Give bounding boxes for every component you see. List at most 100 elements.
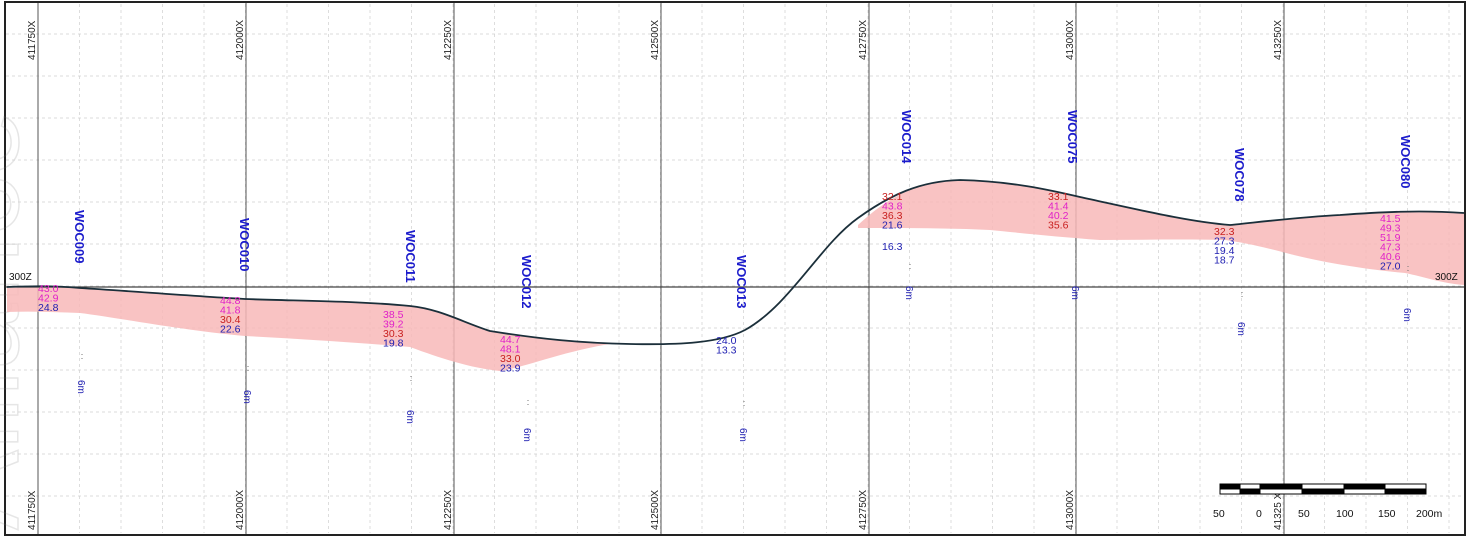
watermark-text: Alliance [0,110,44,530]
drill-hole-woc013: WOC013 24.013.3 6m [716,255,749,442]
drill-hole-woc009: WOC009 43.042.924.8 6m [38,210,87,394]
bottom-grid-label: 412000X [235,490,246,530]
assay-value: 40.6 [1380,251,1401,263]
top-grid-label: 413250X [1273,20,1284,60]
elevation-label-right: 300Z [1435,272,1458,283]
ore-zone [7,180,1464,371]
assay-value: 51.9 [1380,232,1401,244]
hole-id-label: WOC010 [237,218,252,271]
bottom-grid-labels: 411750X 412000X 412250X 412500X 412750X 41300… [27,490,1284,530]
scale-bar-segment-bottom [1219,488,1241,495]
assay-value: 30.3 [383,328,404,340]
hole-depth-label: 6m [241,390,252,404]
bottom-grid-label: 412750X [858,490,869,530]
hole-depth-label: 6m [404,410,415,424]
topography-profile [6,179,1465,346]
hole-depth-label: 6m [1235,322,1246,336]
assay-value: 32.1 [882,191,903,203]
figure-border [4,1,1466,536]
top-grid-label: 412000X [235,20,246,60]
assay-value: 23.9 [500,363,521,375]
assay-value: 38.5 [383,309,404,321]
assay-value: 43.0 [38,283,59,295]
minor-grid [6,4,1464,533]
assay-value: 22.6 [220,324,241,336]
scale-bar-label: 200m [1416,508,1443,520]
hole-id-label: WOC013 [734,255,749,308]
elevation-label-left: 300Z [9,272,32,283]
assay-value: 48.1 [500,344,521,356]
assay-value: 47.3 [1380,242,1401,254]
assay-value: 41.8 [220,305,241,317]
assay-value: 16.3 [882,241,903,253]
drill-hole-woc075: WOC075 33.141.440.235.6 6m [1048,110,1080,300]
bottom-grid-label: 413000X [1065,490,1076,530]
scale-bar-segment-bottom [1301,488,1345,495]
bottom-grid-label: 41325 X [1273,492,1284,530]
hole-id-label: WOC014 [899,110,914,164]
hole-id-label: WOC011 [403,230,418,283]
assay-value: 21.6 [882,220,903,232]
hole-depth-label: 6m [521,428,532,442]
hole-depth-label: 6m [1069,286,1080,300]
assay-value: 24.8 [38,302,59,314]
scale-bar-label: 50 [1213,508,1225,520]
top-grid-label: 411750X [27,20,38,60]
assay-value: 33.1 [1048,191,1069,203]
assay-value: 33.0 [500,353,521,365]
assay-value: 39.2 [383,319,404,331]
hole-depth-label: 6m [1401,308,1412,322]
assay-value: 41.5 [1380,213,1401,225]
scale-bar: 50 0 50 100 150 200m [1213,483,1443,520]
assay-value: 41.4 [1048,201,1069,213]
bottom-grid-label: 412250X [443,490,454,530]
scale-bar-segment-bottom [1259,488,1303,495]
drill-hole-woc011: WOC011 38.539.230.319.8 6m [383,230,418,424]
hole-id-label: WOC080 [1398,135,1413,188]
scale-bar-segment-top [1259,483,1303,490]
top-grid-label: 413000X [1065,20,1076,60]
top-grid-label: 412750X [858,20,869,60]
top-grid-label: 412500X [650,20,661,60]
drill-hole-woc010: WOC010 44.841.830.422.6 6m [220,218,252,404]
assay-value: 44.7 [500,334,521,346]
scale-bar-segment-top [1239,483,1261,490]
bottom-grid-label: 411750X [27,490,38,530]
scale-bar-label: 50 [1298,508,1310,520]
scale-bar-segment-top [1343,483,1386,490]
hole-id-label: WOC009 [72,210,87,263]
assay-value: 36.3 [882,210,903,222]
hole-id-label: WOC075 [1065,110,1080,163]
scale-bar-label: 100 [1336,508,1354,520]
assay-value: 27.3 [1214,236,1235,248]
drill-hole-woc012: WOC012 44.748.133.023.9 6m [500,255,534,442]
scale-bar-segment-top [1384,483,1427,490]
hole-id-label: WOC012 [519,255,534,308]
scale-bar-segment-bottom [1384,488,1427,495]
assay-value: 44.8 [220,295,241,307]
scale-bar-label: 0 [1256,508,1262,520]
top-grid-labels: 411750X 412000X 412250X 412500X 412750X 41300… [27,20,1284,60]
top-grid-label: 412250X [443,20,454,60]
scale-bar-segment-bottom [1239,488,1261,495]
hole-depth-label: 6m [903,286,914,300]
assay-value: 24.0 [716,335,737,347]
bottom-grid-label: 412500X [650,490,661,530]
scale-bar-segment-top [1301,483,1345,490]
assay-value: 30.4 [220,314,241,326]
assay-value: 19.8 [383,338,404,350]
assay-value: 13.3 [716,345,737,357]
assay-value: 18.7 [1214,255,1235,267]
major-grid [37,3,1285,534]
hole-depth-label: 6m [737,428,748,442]
assay-value: 43.8 [882,201,903,213]
drill-hole-woc080: WOC080 41.549.351.947.340.627.0 6m [1380,135,1413,322]
assay-value: 19.4 [1214,245,1235,257]
assay-value: 42.9 [38,293,59,305]
scale-bar-segment-bottom [1343,488,1386,495]
drill-hole-woc078: WOC078 32.327.319.418.7 6m [1214,148,1247,336]
hole-id-label: WOC078 [1232,148,1247,201]
drill-holes: WOC009 43.042.924.8 6m WOC010 44.841.830.422… [38,110,1413,442]
